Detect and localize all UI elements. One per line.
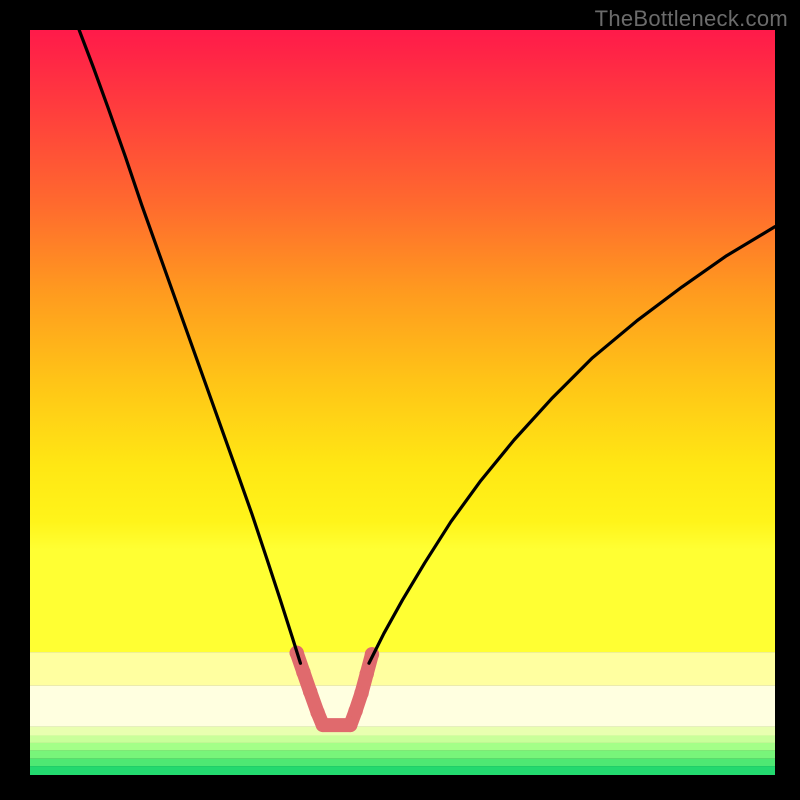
left-curve xyxy=(79,30,300,663)
chart-stage: TheBottleneck.com xyxy=(0,0,800,800)
plot-area xyxy=(30,30,775,775)
curve-layer xyxy=(30,30,775,775)
right-curve xyxy=(369,227,775,664)
watermark-text: TheBottleneck.com xyxy=(595,6,788,32)
valley-highlight xyxy=(290,646,380,725)
